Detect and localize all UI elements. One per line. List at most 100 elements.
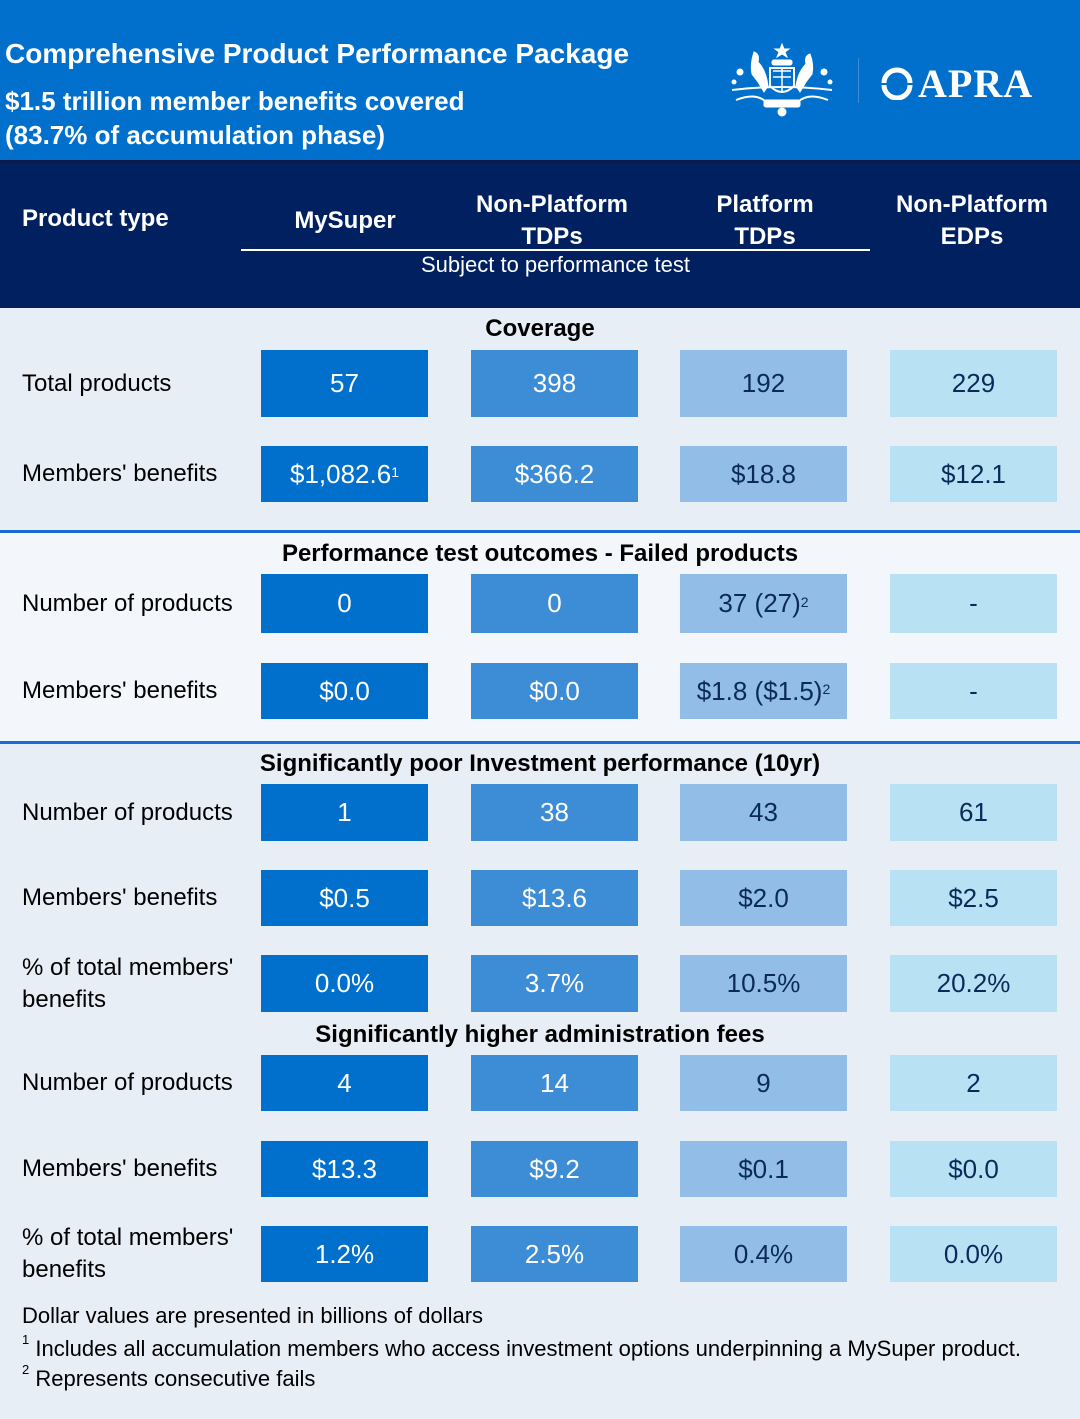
row-label: Total products (22, 369, 172, 397)
cell-value: $2.5 (948, 882, 999, 913)
cell-value: 2 (966, 1067, 981, 1098)
value-cell: $2.5 (890, 870, 1057, 926)
value-cell: 0 (261, 574, 428, 633)
value-cell: $0.0 (890, 1141, 1057, 1197)
cell-value: $12.1 (940, 458, 1007, 489)
value-cell: 20.2% (890, 955, 1057, 1012)
cell-value: 0.0% (314, 968, 375, 998)
footnote-mark: 2 (822, 681, 831, 697)
row-label: Members' benefits (22, 460, 218, 487)
cell-value: 61 (959, 797, 988, 827)
cell-value: 0.4% (733, 1238, 794, 1269)
cell-value: $0.0 (319, 675, 370, 706)
column-header-mysuper: MySuper (245, 205, 445, 237)
column-header-text: Non-Platform (476, 191, 628, 218)
value-cell: 9 (680, 1055, 847, 1111)
value-cell: - (890, 663, 1057, 719)
footnote-text: Represents consecutive fails (35, 1366, 316, 1391)
cell-value: 2.5% (524, 1238, 585, 1269)
value-cell: 14 (471, 1055, 638, 1111)
cell-value: 4 (337, 1067, 352, 1098)
value-cell: $18.8 (680, 446, 847, 502)
column-header-text: Platform (716, 191, 814, 218)
units-note: Dollar values are presented in billions … (22, 1303, 484, 1328)
footnote-1: 1 Includes all accumulation members who … (22, 1332, 1021, 1362)
value-cell: - (890, 574, 1057, 633)
cell-value: 3.7% (524, 968, 585, 998)
row-label: Members' benefits (22, 1155, 218, 1182)
coat-of-arms-logo (731, 42, 833, 117)
value-cell: 0 (471, 574, 638, 633)
cell-value: $13.3 (311, 1153, 378, 1184)
column-header-text: EDPs (940, 223, 1004, 250)
value-cell: 3.7% (471, 955, 638, 1012)
row-label: % of total members' benefits (22, 1224, 234, 1283)
cell-value: 37 (27) (718, 588, 801, 618)
table-header (0, 163, 1080, 308)
cell-value: 10.5% (726, 968, 801, 998)
section-divider (0, 530, 1080, 533)
header-divider (0, 160, 1080, 163)
title-banner (0, 0, 1080, 160)
value-cell: $366.2 (471, 446, 638, 502)
value-cell: $1,082.6 1 (261, 446, 428, 502)
value-cell: 1.2% (261, 1226, 428, 1282)
logo-divider (858, 58, 859, 103)
value-cell: 61 (890, 784, 1057, 841)
cell-value: $2.0 (738, 882, 789, 913)
cell-value: 20.2% (936, 968, 1011, 998)
row-label: Members' benefits (22, 677, 218, 704)
subtitle-line-2: (83.7% of accumulation phase) (5, 120, 385, 150)
value-cell: 2 (890, 1055, 1057, 1111)
value-cell: 229 (890, 350, 1057, 417)
apra-swirl-icon (881, 67, 913, 100)
subject-to-performance-test-label: Subject to performance test (420, 252, 691, 277)
cell-value: - (969, 675, 978, 706)
cell-value: 14 (540, 1067, 569, 1098)
value-cell: 4 (261, 1055, 428, 1111)
row-label: Number of products (22, 798, 233, 826)
cell-value: 229 (951, 368, 996, 398)
cell-value: 43 (749, 797, 778, 827)
cell-value: 398 (532, 368, 577, 398)
value-cell: $2.0 (680, 870, 847, 926)
cell-value: $9.2 (529, 1153, 580, 1184)
section-title: Significantly higher administration fees (315, 1021, 765, 1048)
cell-value: 0.0% (943, 1238, 1004, 1269)
value-cell: $0.0 (261, 663, 428, 719)
row-label: Number of products (22, 589, 233, 617)
column-header-non-platform-tdps: Non-Platform TDPs (452, 189, 652, 253)
value-cell: 57 (261, 350, 428, 417)
value-cell: 0.0% (890, 1226, 1057, 1282)
value-cell: 1 (261, 784, 428, 841)
value-cell: $9.2 (471, 1141, 638, 1197)
cell-value: 38 (540, 797, 569, 827)
cell-value: $1,082.6 (289, 458, 392, 489)
cell-value: $18.8 (730, 458, 797, 489)
footnote-mark: 2 (800, 593, 809, 610)
footnote-mark: 1 (22, 1332, 30, 1347)
footnote-text: Includes all accumulation members who ac… (35, 1336, 1021, 1361)
row-label: Number of products (22, 1069, 233, 1096)
column-header-text: TDPs (521, 223, 583, 250)
cell-value: 1 (337, 797, 352, 827)
cell-value: 57 (330, 368, 359, 398)
cell-value: 1.2% (314, 1238, 375, 1269)
row-label: Members' benefits (22, 884, 218, 911)
cell-value: - (969, 588, 978, 618)
value-cell: $1.8 ($1.5) 2 (680, 663, 847, 719)
value-cell: 10.5% (680, 955, 847, 1012)
footnote-2: 2 Represents consecutive fails (22, 1362, 316, 1392)
column-header-text: Non-Platform (896, 191, 1048, 218)
value-cell: 2.5% (471, 1226, 638, 1282)
section-title: Coverage (485, 315, 595, 342)
cell-value: $366.2 (514, 458, 595, 489)
value-cell: $13.6 (471, 870, 638, 926)
value-cell: 398 (471, 350, 638, 417)
cell-value: 192 (741, 368, 786, 398)
subtitle-line-1: $1.5 trillion member benefits covered (5, 86, 465, 116)
column-header-text: MySuper (294, 207, 396, 234)
value-cell: 0.0% (261, 955, 428, 1012)
section-title: Significantly poor Investment performanc… (259, 750, 821, 777)
value-cell: 38 (471, 784, 638, 841)
